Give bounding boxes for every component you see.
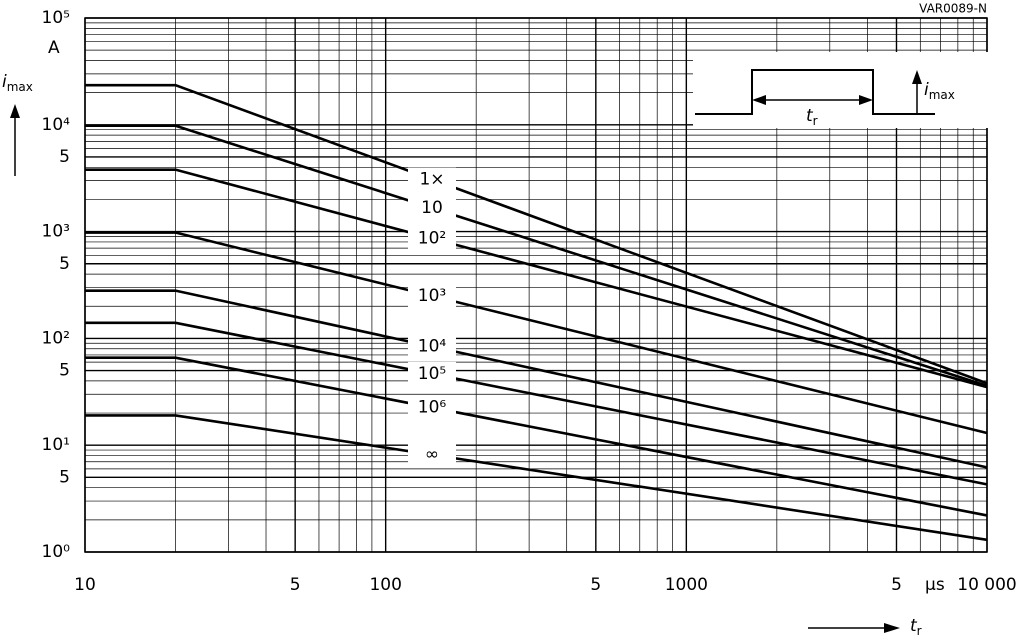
duration-arrowhead-left [752,95,766,105]
x-tick-label: 5 [590,575,601,595]
legend-background [408,226,456,251]
duration-sub: r [813,114,818,128]
x-tick-label: 5 [290,575,301,595]
legend-background [408,395,456,420]
amplitude-label: imax [924,80,955,102]
legend-background [408,283,456,308]
x-tick-label: 10 000 [957,575,1016,595]
y-tick-label: 10⁵ [42,8,70,28]
x-tick-label: 100 [369,575,401,595]
pulse [695,69,935,115]
curve [85,168,988,389]
x-tick-label: 5 [891,575,902,595]
y-tick-label: 5 [59,147,70,167]
legend-label: 10⁶ [418,398,447,418]
plot-frame [84,17,988,553]
curve [85,414,988,542]
legend-label: 10³ [418,286,446,306]
x-axis-label: tr [910,616,922,638]
y-axis-label: imax [2,72,33,94]
legend-label: 10 [421,198,443,218]
legend-background [408,442,456,467]
x-arrowhead [884,623,900,633]
y-label-main: i [2,72,7,92]
duration-label: tr [806,106,818,128]
duration-arrowhead-right [859,95,873,105]
x-label-main: t [910,616,918,636]
y-tick-label: 10⁴ [42,115,71,135]
legend-background [408,334,456,359]
y-unit: A [48,38,60,58]
amplitude-arrowhead [912,70,922,84]
y-tick-label: 5 [59,254,70,274]
y-tick-label: 10⁰ [42,542,71,562]
x-tick-label: 10 [74,575,96,595]
y-label-sub: max [7,80,33,94]
x-unit: µs [925,575,945,595]
curve [85,356,988,517]
y-tick-label: 5 [59,467,70,487]
amplitude-main: i [924,80,929,100]
curve [85,231,988,435]
y-arrowhead [10,104,20,118]
curve [85,289,988,469]
x-tick-label: 1000 [665,575,708,595]
legend-background [408,167,456,192]
curves [85,83,988,542]
duration-main: t [806,106,814,126]
y-tick-label: 10² [42,328,70,348]
y-tick-label: 5 [59,361,70,381]
curve [85,83,988,385]
inset-background [693,52,988,128]
legend-background [408,361,456,386]
labels: 10⁰ 5 10¹ 5 10² 5 10³ 5 10⁴ 10⁵ 10 5 100 5 1000 5 10 000… [42,8,1017,595]
legend-background [408,195,456,220]
legend-label: ∞ [425,445,439,465]
legend-label: 10⁴ [418,337,447,357]
figure-code: VAR0089-N [919,2,987,16]
y-tick-label: 10¹ [42,435,70,455]
amplitude-sub: max [929,88,955,102]
curve [85,321,988,486]
legend-label: 10² [418,228,446,248]
legend-label: 1× [419,169,444,189]
x-label-sub: r [917,624,922,638]
inset: tr imax [693,52,988,128]
curve [85,124,988,388]
y-tick-label: 10³ [42,222,70,242]
legend-label: 10⁵ [418,364,446,384]
